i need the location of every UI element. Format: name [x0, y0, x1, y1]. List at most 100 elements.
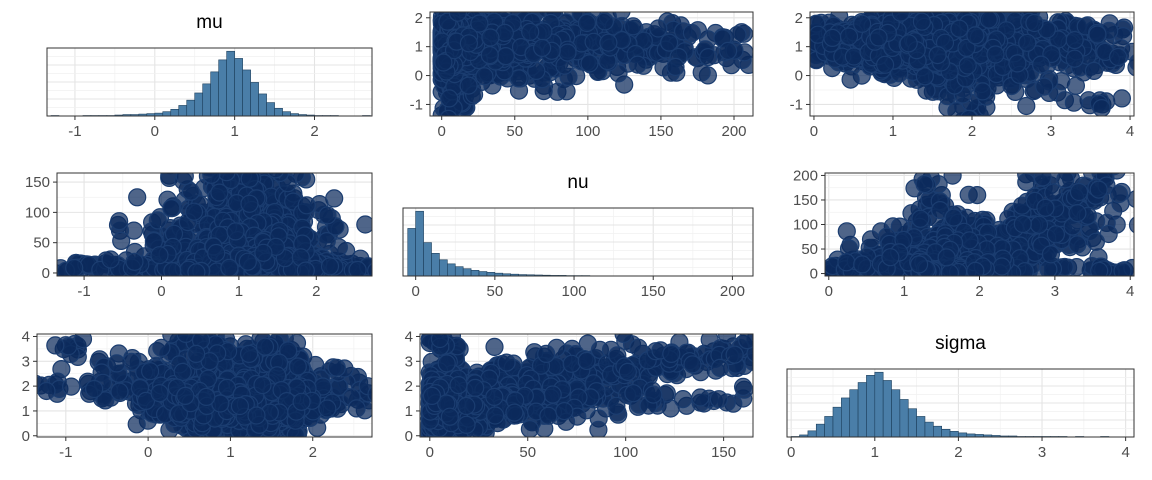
histogram-bar — [407, 228, 416, 276]
scatter-point — [979, 12, 998, 29]
scatter-point — [628, 55, 647, 74]
scatter-point — [442, 0, 459, 7]
scatter-point — [759, 51, 776, 68]
panel-frame — [56, 172, 373, 277]
scatter-point — [202, 173, 221, 184]
x-tick-label: 0 — [810, 123, 818, 140]
histogram-bar — [439, 259, 448, 276]
y-tick-label: -1 — [790, 96, 803, 113]
scatter-point — [215, 139, 232, 156]
x-tick-label: 1 — [230, 123, 238, 140]
scatter-point — [222, 143, 239, 160]
scatter-point — [175, 173, 194, 186]
scatter-point — [966, 26, 985, 45]
scatter-point — [440, 0, 457, 9]
scatter-point — [649, 19, 668, 38]
scatter-point — [210, 183, 229, 202]
scatter-point — [438, 0, 455, 4]
scatter-point — [211, 132, 228, 149]
scatter-point — [356, 215, 372, 234]
scatter-point — [666, 57, 685, 77]
scatter-point — [222, 173, 228, 174]
scatter-point — [256, 148, 273, 165]
scatter-point — [875, 55, 895, 74]
scatter-point — [869, 28, 888, 47]
scatter-point — [297, 196, 316, 215]
scatter-point — [823, 28, 842, 48]
scatter-point — [852, 14, 872, 33]
scatter-point — [162, 199, 181, 218]
scatter-point — [128, 188, 147, 207]
scatter-point — [254, 243, 273, 262]
scatter-point — [1129, 54, 1134, 71]
x-tick-label: 0 — [411, 283, 419, 300]
scatter-point — [448, 12, 467, 22]
histogram-bar — [431, 253, 440, 276]
scatter-point — [203, 154, 220, 171]
scatter-point — [928, 45, 947, 65]
panel-frame — [402, 207, 754, 277]
scatter-point — [918, 0, 935, 7]
scatter-point — [768, 20, 785, 37]
scatter-points — [825, 173, 1134, 276]
scatter-point — [920, 0, 937, 10]
scatter-point — [210, 122, 227, 139]
scatter-point — [348, 260, 367, 276]
x-tick-label: 2 — [310, 123, 318, 140]
histogram-bars — [50, 50, 371, 116]
scatter-point — [550, 0, 567, 8]
scatter-point — [682, 23, 702, 43]
scatter-point — [215, 147, 232, 164]
scatter-point — [450, 0, 467, 10]
scatter-point — [441, 0, 458, 11]
scatter-point — [458, 12, 469, 14]
scatter-point — [317, 232, 336, 251]
scatter-point — [1088, 25, 1107, 44]
scatter-point — [279, 126, 296, 143]
histogram-bar — [226, 50, 235, 116]
x-tick-label: 2 — [968, 123, 976, 140]
histogram-bar — [194, 92, 204, 116]
scatter-point — [595, 12, 615, 31]
histogram-bar — [258, 93, 267, 116]
x-tick-label: 200 — [721, 123, 746, 140]
scatter-point — [915, 67, 935, 86]
histogram-bar — [478, 271, 488, 276]
scatter-point — [200, 146, 217, 163]
histogram-bar — [415, 210, 424, 276]
scatter-point — [253, 148, 270, 165]
scatter-point — [221, 173, 228, 174]
x-tick-label: 1 — [235, 283, 243, 300]
scatter-point — [238, 252, 257, 271]
scatter-point — [163, 262, 182, 276]
scatter-point — [1025, 13, 1044, 33]
scatter-point — [254, 147, 271, 164]
scatter-point — [220, 258, 239, 276]
scatter-point — [841, 70, 860, 89]
scatter-point — [577, 13, 597, 33]
x-tick-label: 50 — [487, 283, 504, 300]
scatter-point — [951, 0, 968, 10]
histogram-bar — [202, 83, 211, 116]
scatter-point — [197, 130, 214, 147]
y-tick-label: 150 — [25, 174, 50, 191]
scatter-point — [181, 144, 198, 161]
scatter-point — [752, 50, 753, 58]
scatter-point — [521, 22, 540, 41]
scatter-points — [57, 122, 372, 276]
histogram-bar — [447, 263, 456, 276]
scatter-point — [480, 45, 499, 65]
grid-lines — [47, 48, 372, 116]
scatter-point — [267, 173, 284, 179]
scatter-point — [1084, 61, 1104, 81]
scatter-point — [718, 41, 738, 61]
scatter-point — [367, 262, 372, 276]
scatter-point — [150, 246, 169, 265]
histogram-bar — [454, 266, 464, 276]
histogram-bar — [178, 105, 188, 116]
scatter-point — [986, 45, 1005, 64]
scatter-point — [449, 0, 466, 7]
y-tick-label: -1 — [410, 96, 423, 113]
